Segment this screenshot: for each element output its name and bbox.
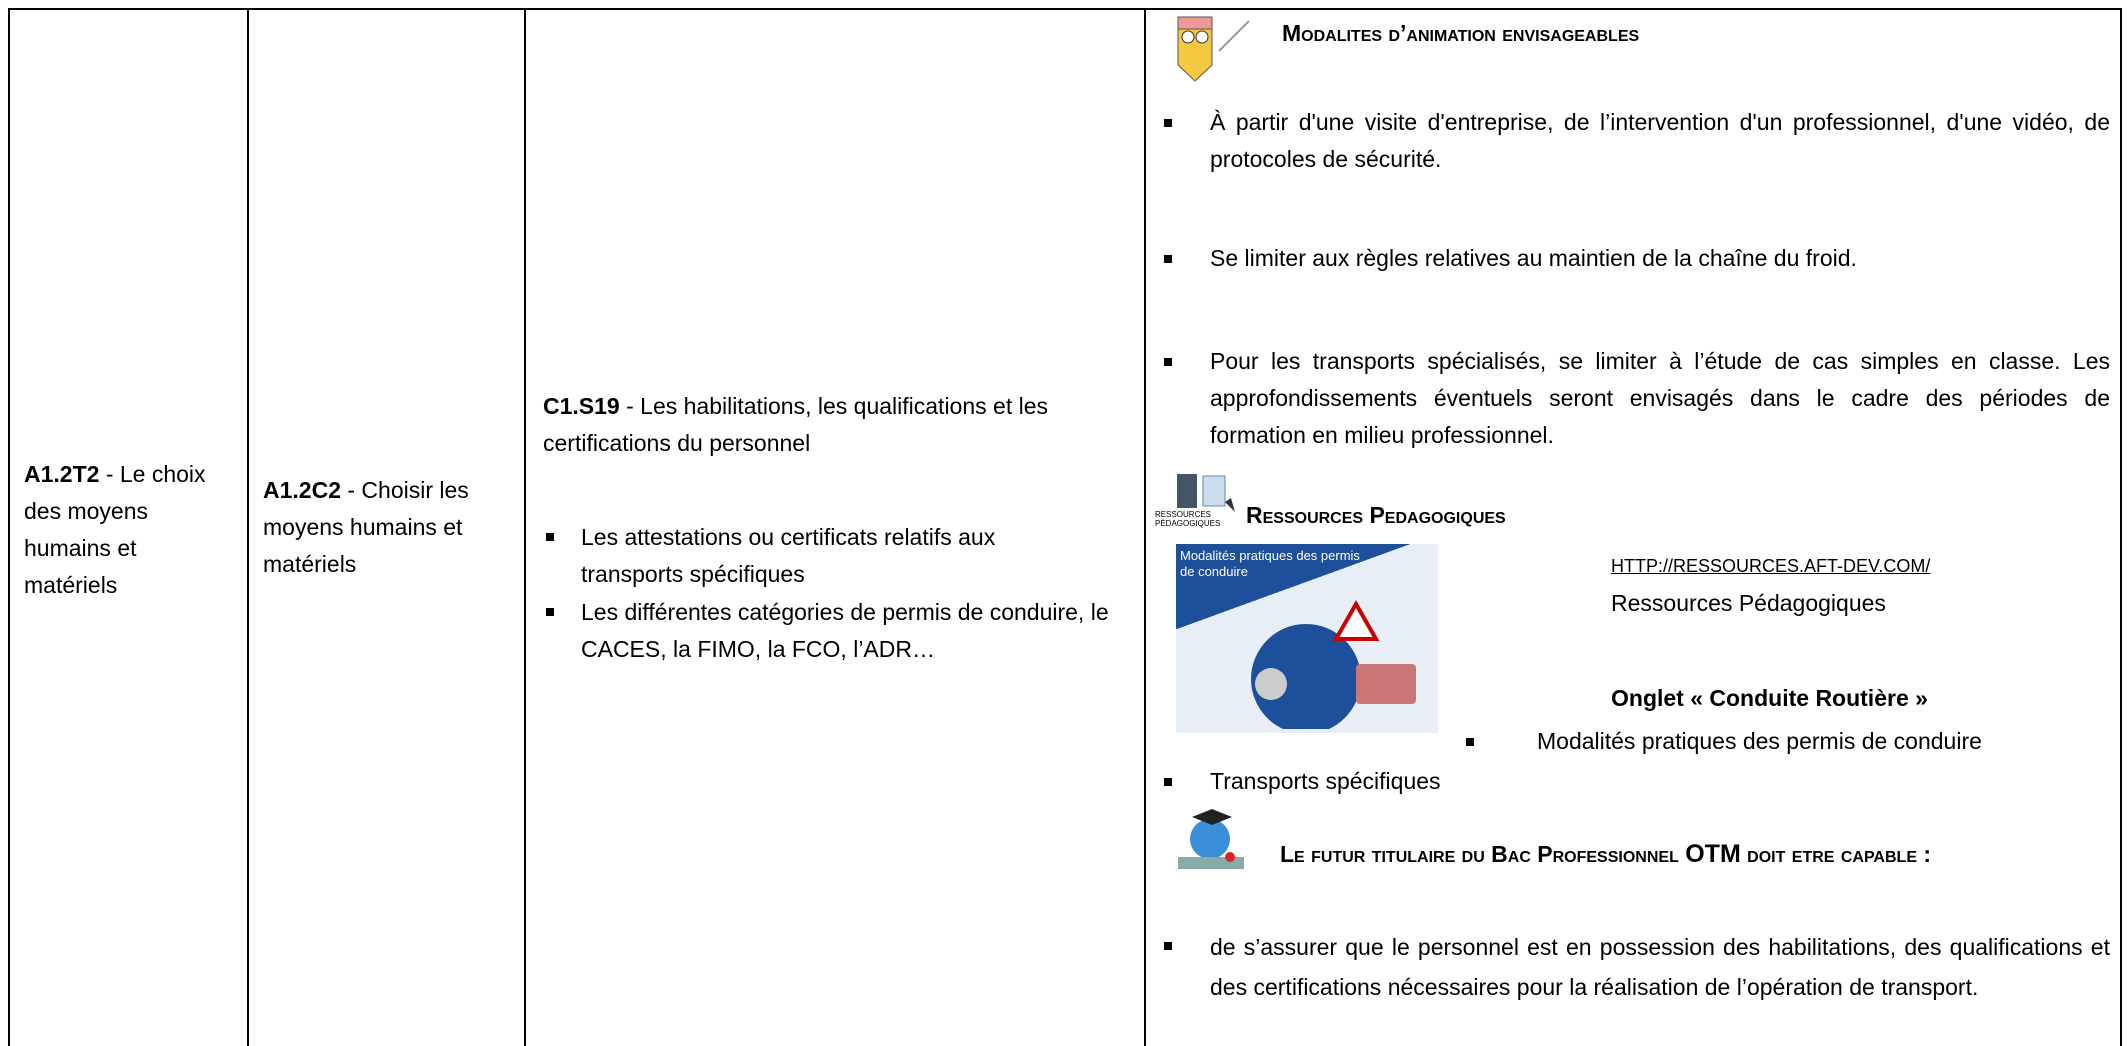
section-title: Ressources Pedagogiques bbox=[1246, 502, 1506, 528]
col-border bbox=[247, 8, 249, 1046]
tab-name: Onglet « Conduite Routière » bbox=[1611, 685, 1928, 711]
cell-text: - Choisir les moyens humains et matériel… bbox=[263, 477, 469, 577]
col-border bbox=[8, 8, 10, 1046]
list-item: Modalités pratiques des permis de condui… bbox=[1537, 728, 1982, 754]
link-label: Ressources Pédagogiques bbox=[1611, 590, 1886, 616]
list-item: de s’assurer que le personnel est en pos… bbox=[1210, 934, 2110, 1000]
col-border bbox=[2120, 8, 2122, 1046]
cell: A1.2C2 - Choisir les moyens humains et m… bbox=[263, 472, 503, 583]
text: Le futur titulaire du bbox=[1280, 841, 1492, 867]
code: A1.2T2 bbox=[24, 461, 100, 487]
resources-icon bbox=[1177, 474, 1235, 512]
link[interactable]: http://ressources.aft-dev.com/ bbox=[1611, 556, 1931, 576]
text: Bac Professionnel bbox=[1491, 841, 1686, 867]
table-border bbox=[8, 8, 2121, 10]
cell: A1.2T2 - Le choix des moyens humains et … bbox=[24, 456, 234, 604]
list-item: Les différentes catégories de permis de … bbox=[581, 599, 1109, 662]
bullet bbox=[1164, 119, 1172, 127]
image: Modalités pratiques des permis de condui… bbox=[1176, 544, 1438, 733]
cell-text: - Les habilitations, les qualifications … bbox=[543, 393, 1049, 456]
col-border bbox=[524, 8, 526, 1046]
section-title: Modalites d’animation envisageables bbox=[1282, 20, 1640, 46]
bullet bbox=[1164, 778, 1172, 786]
bullet bbox=[1466, 738, 1474, 746]
icon-label: Ressources Pédagogiques bbox=[1155, 510, 1221, 528]
bullet bbox=[1164, 942, 1172, 950]
image-art bbox=[1251, 599, 1416, 729]
bullet bbox=[1164, 358, 1172, 366]
section-title: Le futur titulaire du Bac Professionnel … bbox=[1280, 840, 1931, 869]
list-item: Les attestations ou certificats relatifs… bbox=[581, 524, 996, 587]
bullet bbox=[546, 608, 554, 616]
cell-text: - Le choix des moyens humains et matérie… bbox=[24, 461, 206, 598]
cell: C1.S19 - Les habilitations, les qualific… bbox=[543, 388, 1133, 462]
col-border bbox=[1144, 8, 1146, 1046]
text: OTM bbox=[1685, 840, 1741, 868]
code: A1.2C2 bbox=[263, 477, 341, 503]
text: doit etre capable : bbox=[1740, 841, 1932, 867]
bullet bbox=[546, 533, 554, 541]
image-caption: Modalités pratiques des permis de condui… bbox=[1180, 548, 1360, 579]
bullet bbox=[1164, 255, 1172, 263]
list-item: Pour les transports spécialisés, se limi… bbox=[1210, 348, 2110, 448]
list-item: Se limiter aux règles relatives au maint… bbox=[1210, 245, 1857, 271]
graduate-icon bbox=[1178, 809, 1244, 869]
pencil-icon bbox=[1177, 16, 1250, 82]
list-item: À partir d'une visite d'entreprise, de l… bbox=[1210, 109, 2110, 172]
list-item: Transports spécifiques bbox=[1210, 768, 1441, 794]
code: C1.S19 bbox=[543, 393, 620, 419]
